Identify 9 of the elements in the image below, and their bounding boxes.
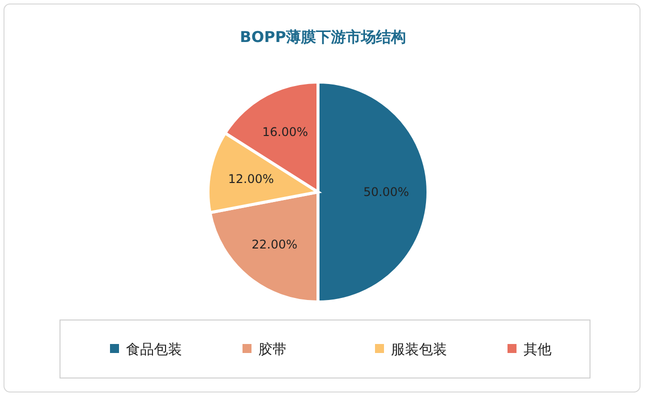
legend-label: 服装包装 [391, 342, 447, 358]
legend-label: 食品包装 [126, 342, 182, 358]
data-label: 16.00% [262, 125, 308, 140]
legend-label: 其他 [524, 342, 552, 358]
data-label: 22.00% [252, 238, 298, 252]
data-label: 12.00% [228, 172, 274, 186]
chart-title: BOPP薄膜下游市场结构 [240, 28, 406, 46]
data-label: 50.00% [363, 185, 410, 199]
legend-label: 胶带 [258, 342, 286, 358]
